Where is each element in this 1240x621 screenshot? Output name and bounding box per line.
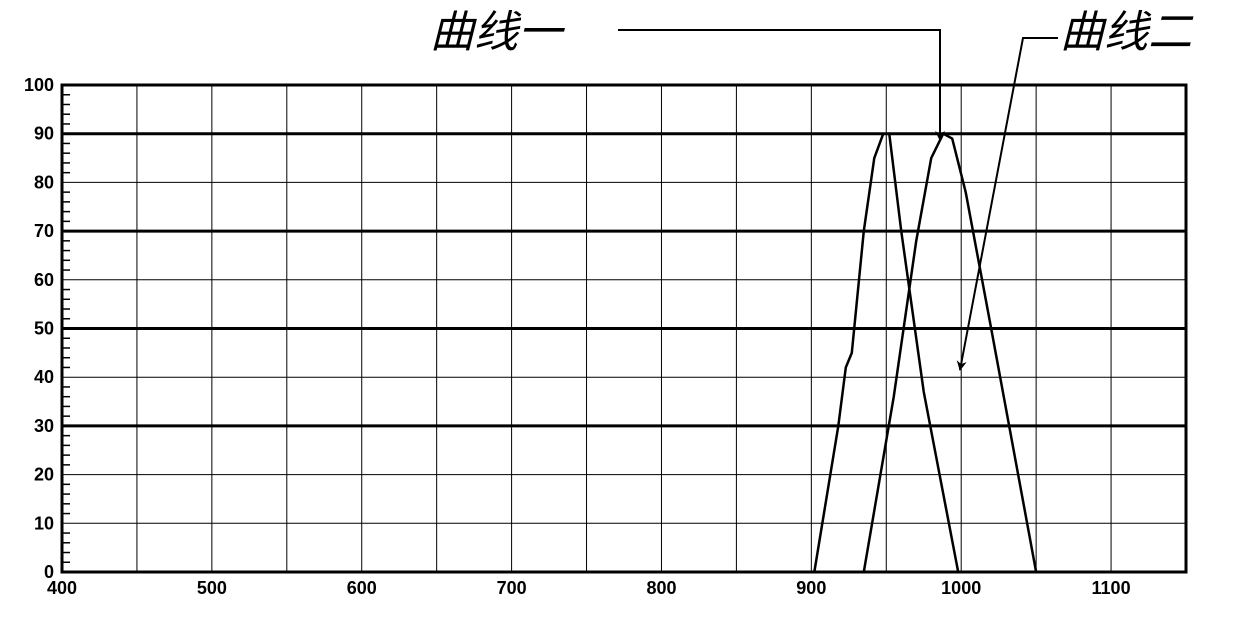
ytick-label: 30 xyxy=(34,416,54,436)
xtick-label: 900 xyxy=(796,578,826,598)
ytick-label: 100 xyxy=(24,75,54,95)
annotation-label2: 曲线二 xyxy=(1060,8,1194,57)
ytick-label: 90 xyxy=(34,124,54,144)
xtick-label: 400 xyxy=(47,578,77,598)
ytick-label: 20 xyxy=(34,465,54,485)
ytick-label: 80 xyxy=(34,172,54,192)
ytick-label: 70 xyxy=(34,221,54,241)
chart-canvas: 0102030405060708090100400500600700800900… xyxy=(0,0,1240,621)
xtick-label: 1000 xyxy=(941,578,981,598)
ytick-label: 40 xyxy=(34,367,54,387)
ytick-label: 50 xyxy=(34,319,54,339)
ytick-label: 10 xyxy=(34,513,54,533)
chart-svg: 0102030405060708090100400500600700800900… xyxy=(0,0,1240,621)
xtick-label: 500 xyxy=(197,578,227,598)
ytick-label: 60 xyxy=(34,270,54,290)
xtick-label: 700 xyxy=(497,578,527,598)
xtick-label: 1100 xyxy=(1092,578,1131,598)
xtick-label: 600 xyxy=(347,578,377,598)
xtick-label: 800 xyxy=(646,578,676,598)
annotation-label1: 曲线一 xyxy=(430,8,565,57)
